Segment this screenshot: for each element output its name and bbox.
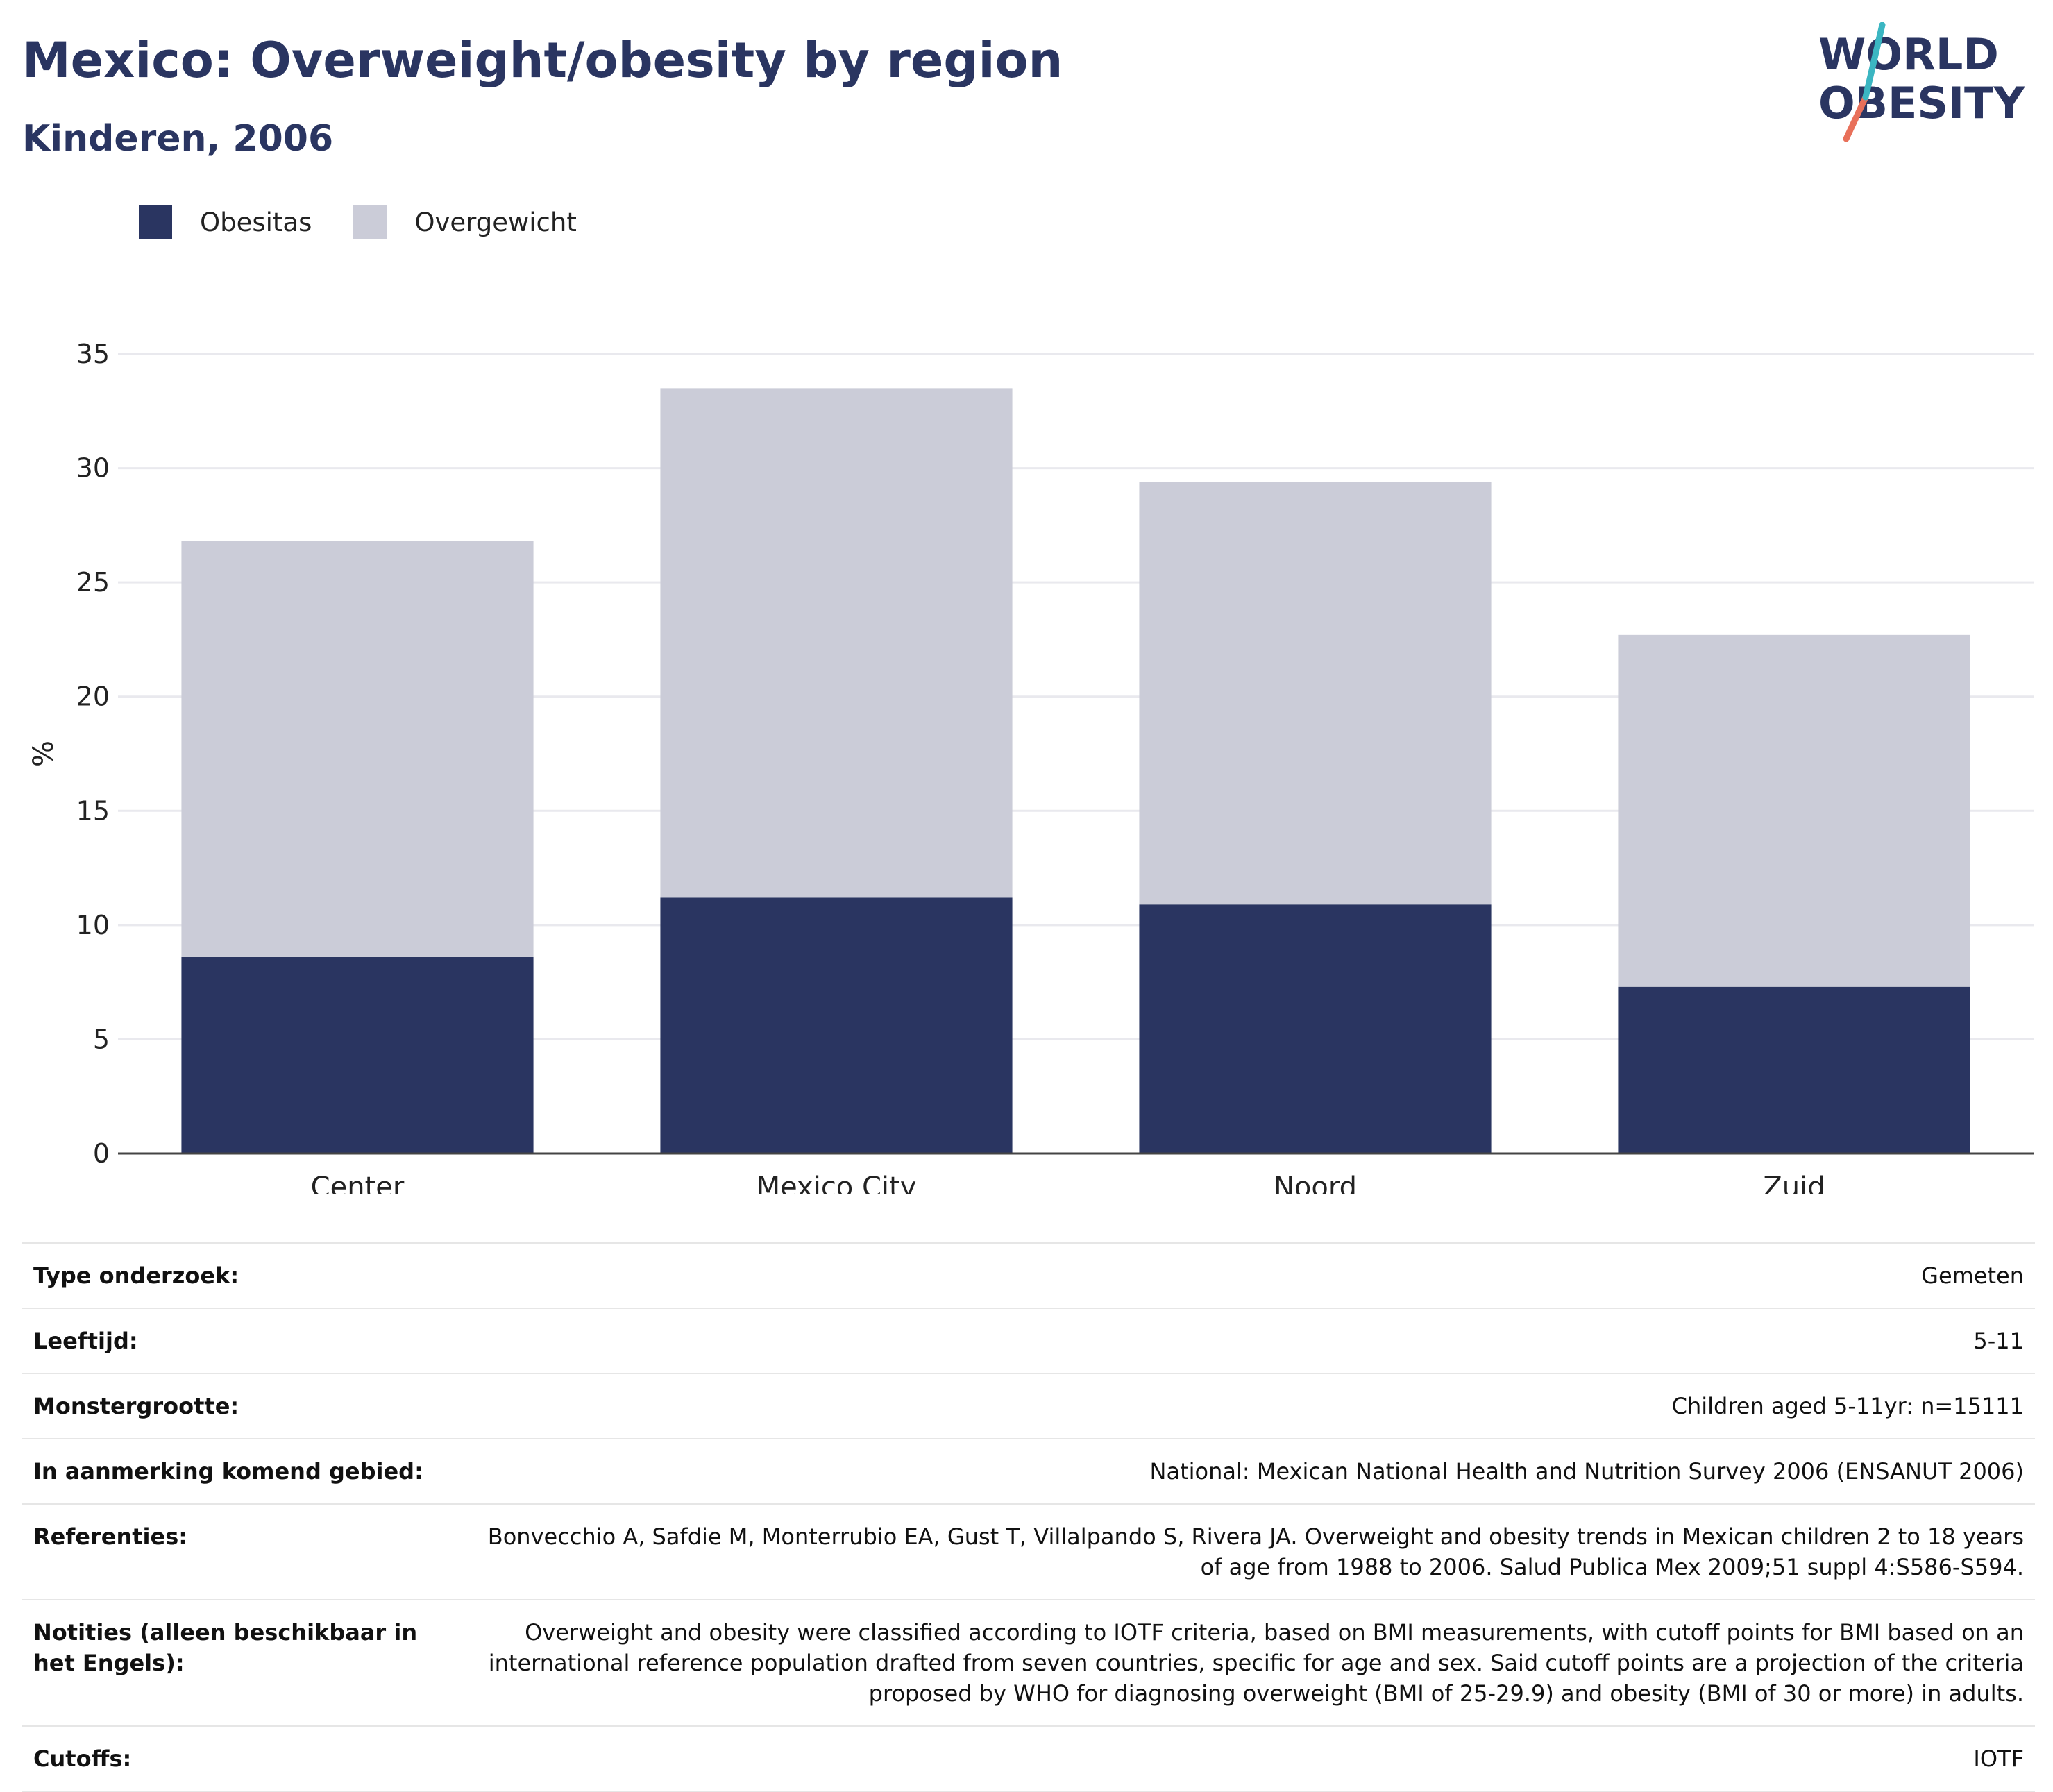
world-obesity-logo: WORLD OBESITY: [1818, 22, 2025, 142]
legend-swatch-obesitas: [139, 205, 172, 239]
bar-noord-overgewicht: [1139, 482, 1492, 905]
legend-label-obesitas: Obesitas: [200, 207, 312, 237]
info-value: National: Mexican National Health and Nu…: [1149, 1458, 2024, 1485]
info-row: Notities (alleen beschikbaar in het Enge…: [22, 1599, 2035, 1725]
info-value: IOTF: [1973, 1745, 2024, 1772]
bar-noord-obesitas: [1139, 904, 1492, 1153]
chart-subtitle: Kinderen, 2006: [22, 118, 334, 160]
info-row: Referenties: Bonvecchio A, Safdie M, Mont…: [22, 1503, 2035, 1599]
info-row: In aanmerking komend gebied: National: Me…: [22, 1438, 2035, 1503]
info-key: Notities (alleen beschikbaar in het Enge…: [33, 1619, 418, 1676]
y-tick-label-20: 20: [76, 682, 110, 712]
y-tick-label-35: 35: [76, 339, 110, 369]
bar-center-overgewicht: [181, 541, 534, 957]
bar-zuid-overgewicht: [1618, 634, 1970, 987]
y-tick-label-25: 25: [76, 567, 110, 598]
legend-label-overgewicht: Overgewicht: [414, 207, 577, 237]
chart-title: Mexico: Overweight/obesity by region: [22, 32, 1063, 89]
legend-item-overgewicht: Overgewicht: [353, 205, 577, 239]
info-value: Overweight and obesity were classified a…: [488, 1619, 2024, 1707]
info-key: Leeftijd:: [33, 1328, 138, 1354]
y-tick-label-5: 5: [93, 1024, 110, 1054]
svg-text:OBESITY: OBESITY: [1818, 78, 2025, 128]
info-value: Bonvecchio A, Safdie M, Monterrubio EA, …: [487, 1523, 2024, 1580]
info-key: Referenties:: [33, 1523, 188, 1550]
legend-swatch-overgewicht: [353, 205, 387, 239]
info-table: Type onderzoek: Gemeten Leeftijd: 5-11 Monst…: [22, 1242, 2035, 1792]
y-tick-label-30: 30: [76, 453, 110, 484]
info-value: Gemeten: [1921, 1262, 2024, 1289]
info-key: Type onderzoek:: [33, 1262, 239, 1289]
svg-text:WORLD: WORLD: [1818, 29, 1999, 80]
y-tick-label-0: 0: [93, 1138, 110, 1169]
stacked-bar-chart: 0 5 10 15 20 25 30 35% Center Mexico City Noord Zui…: [28, 339, 2034, 1194]
info-row: Monstergrootte: Children aged 5-11yr: n=1…: [22, 1373, 2035, 1438]
bar-mexico-city-obesitas: [660, 897, 1013, 1153]
info-row: Cutoffs: IOTF: [22, 1725, 2035, 1792]
y-tick-label-15: 15: [76, 795, 110, 826]
y-axis-label: %: [28, 741, 60, 767]
info-value: Children aged 5-11yr: n=15111: [1671, 1393, 2024, 1419]
info-row: Type onderzoek: Gemeten: [22, 1242, 2035, 1308]
info-key: Monstergrootte:: [33, 1393, 239, 1419]
chart-legend: Obesitas Overgewicht: [139, 205, 618, 239]
x-tick-label-noord: Noord: [1274, 1172, 1357, 1194]
y-tick-label-10: 10: [76, 910, 110, 940]
info-key: In aanmerking komend gebied:: [33, 1458, 423, 1485]
x-tick-label-center: Center: [311, 1172, 405, 1194]
bar-zuid-obesitas: [1618, 986, 1970, 1153]
info-value: 5-11: [1973, 1328, 2024, 1354]
legend-item-obesitas: Obesitas: [139, 205, 312, 239]
bar-center-obesitas: [181, 956, 534, 1153]
x-tick-label-zuid: Zuid: [1763, 1172, 1825, 1194]
info-key: Cutoffs:: [33, 1745, 132, 1772]
x-tick-label-mexico-city: Mexico City: [757, 1172, 917, 1194]
info-row: Leeftijd: 5-11: [22, 1308, 2035, 1373]
bar-mexico-city-overgewicht: [660, 388, 1013, 898]
